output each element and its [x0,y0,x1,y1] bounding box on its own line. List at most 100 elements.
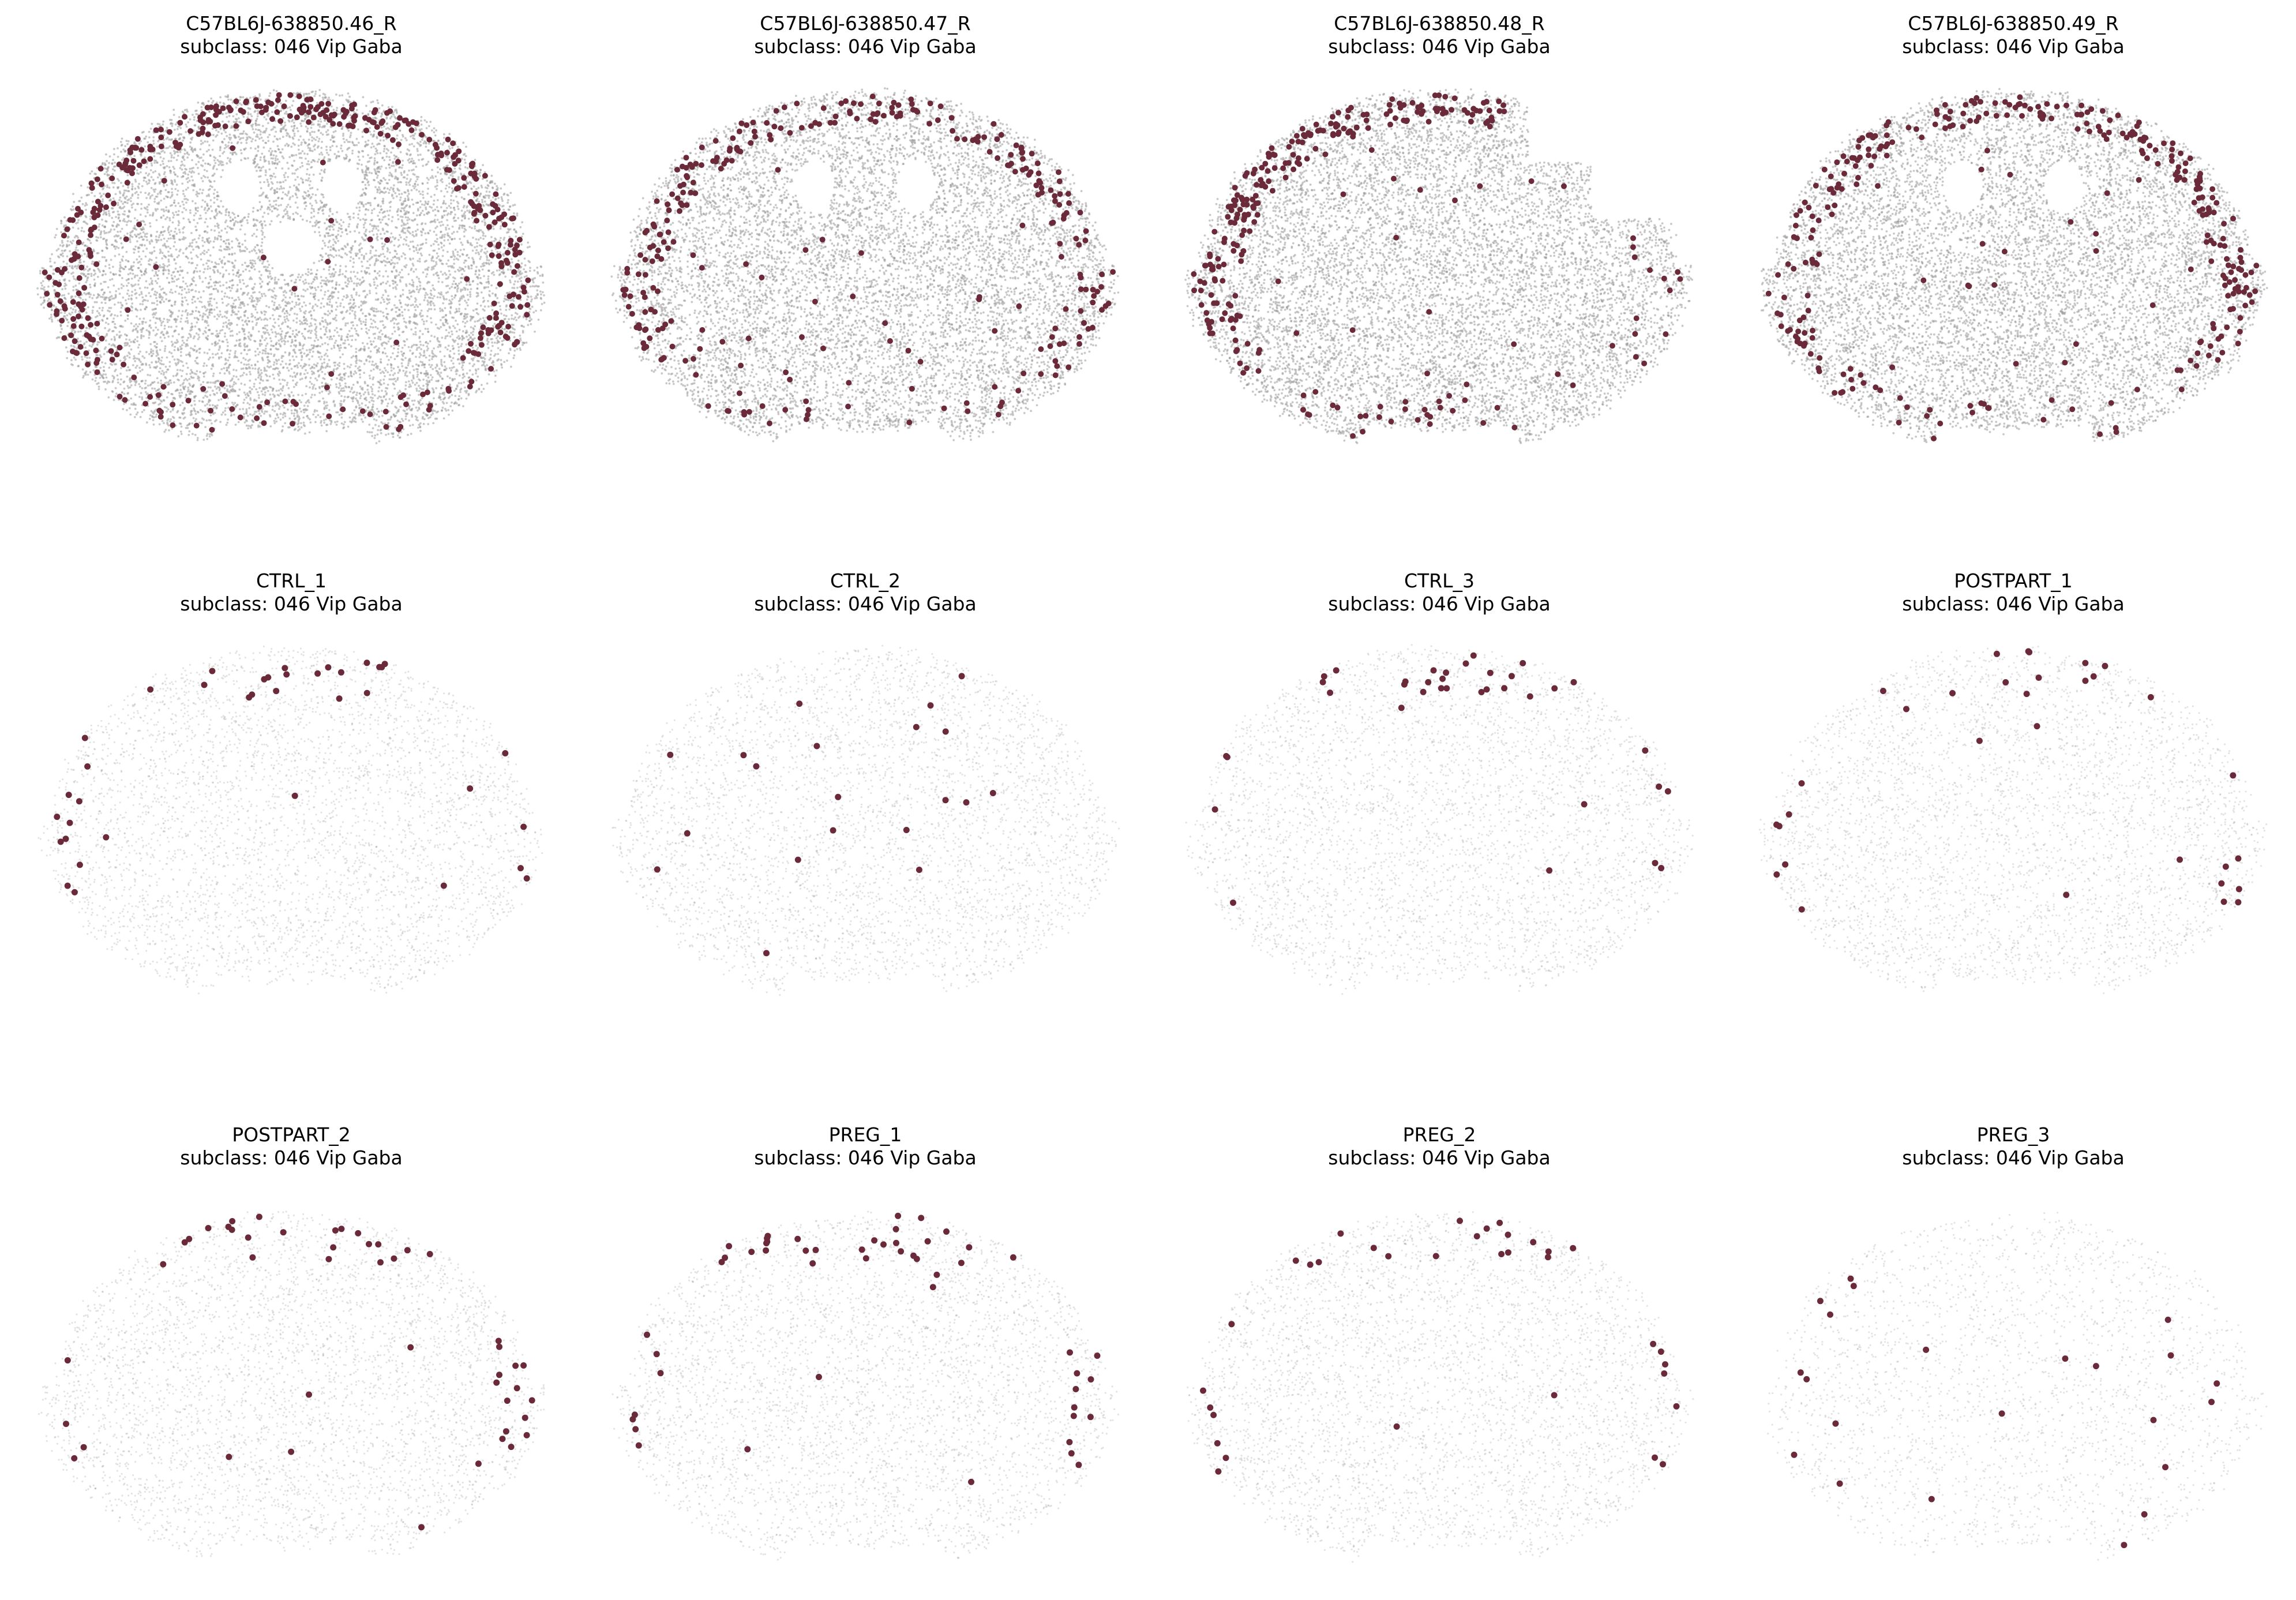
base-cell-point [373,418,376,421]
base-cell-point [486,190,488,193]
base-cell-point [420,212,422,214]
base-cell-point [409,248,411,250]
base-cell-point [342,273,344,275]
base-cell-point [219,285,222,287]
base-cell-point [362,156,365,158]
base-cell-point [374,333,376,335]
base-cell-point [378,440,381,443]
base-cell-point [201,192,204,194]
base-cell-point [113,336,115,338]
base-cell-point [449,207,452,209]
base-cell-point [380,320,382,323]
base-cell-point [242,96,245,99]
base-cell-point [275,295,277,297]
base-cell-point [253,413,256,415]
base-cell-point [178,210,180,212]
base-cell-point [163,151,166,153]
base-cell-point [91,346,93,348]
base-cell-point [378,415,380,418]
base-cell-point [279,328,282,330]
base-cell-point [464,325,466,328]
base-cell-point [290,290,292,292]
base-cell-point [126,376,129,378]
base-cell-point [284,415,287,417]
base-cell-point [126,293,129,295]
base-cell-point [148,204,150,206]
base-cell-point [238,136,240,138]
base-cell-point [403,191,406,193]
base-cell-point [433,200,436,202]
base-cell-point [154,402,156,404]
base-cell-point [418,356,421,358]
base-cell-point [386,156,388,158]
base-cell-point [481,391,483,393]
base-cell-point [309,188,312,190]
base-cell-point [393,368,395,370]
base-cell-point [417,306,419,308]
base-cell-point [267,213,269,215]
base-cell-point [325,280,327,283]
base-cell-point [524,276,526,278]
base-cell-point [382,198,384,200]
base-cell-point [261,263,264,265]
base-cell-point [223,151,226,153]
base-cell-point [280,413,282,415]
base-cell-point [468,284,471,286]
base-cell-point [207,268,209,270]
base-cell-point [184,153,186,155]
base-cell-point [280,364,282,366]
base-cell-point [427,328,429,330]
panel-title: C57BL6J-638850.46_R [186,12,396,35]
base-cell-point [355,394,358,396]
base-cell-point [457,251,459,253]
base-cell-point [339,271,341,273]
base-cell-point [213,298,216,301]
base-cell-point [254,148,257,150]
base-cell-point [265,305,268,308]
base-cell-point [82,203,84,205]
base-cell-point [209,279,212,281]
base-cells [36,89,545,444]
base-cell-point [487,300,489,302]
base-cell-point [258,331,260,333]
base-cell-point [290,145,292,148]
base-cell-point [204,321,207,323]
base-cell-point [455,320,457,322]
base-cell-point [113,399,115,401]
base-cell-point [84,330,87,332]
base-cell-point [471,267,473,269]
base-cell-point [310,283,313,285]
base-cell-point [65,288,67,290]
base-cell-point [382,298,385,301]
base-cell-point [365,318,367,321]
base-cell-point [219,149,222,151]
base-cell-point [350,271,352,273]
base-cell-point [67,351,69,353]
base-cell-point [220,245,222,248]
base-cell-point [161,340,163,342]
base-cell-point [162,263,164,265]
base-cell-point [228,357,231,359]
base-cell-point [328,215,331,217]
base-cell-point [418,280,421,283]
base-cell-point [114,248,117,250]
base-cell-point [260,220,262,223]
base-cell-point [337,240,339,242]
base-cell-point [370,323,373,325]
base-cell-point [364,391,366,394]
base-cell-point [404,388,407,390]
base-cell-point [373,281,376,283]
base-cell-point [174,349,176,351]
base-cell-point [92,310,94,312]
base-cell-point [179,266,182,268]
base-cell-point [393,317,396,320]
base-cell-point [445,368,448,370]
base-cell-point [218,316,220,318]
base-cell-point [527,260,530,263]
base-cell-point [335,314,337,317]
base-cell-point [273,302,276,304]
base-cell-point [187,174,189,176]
base-cell-point [257,301,259,303]
base-cell-point [529,267,531,269]
base-cell-point [440,359,442,361]
